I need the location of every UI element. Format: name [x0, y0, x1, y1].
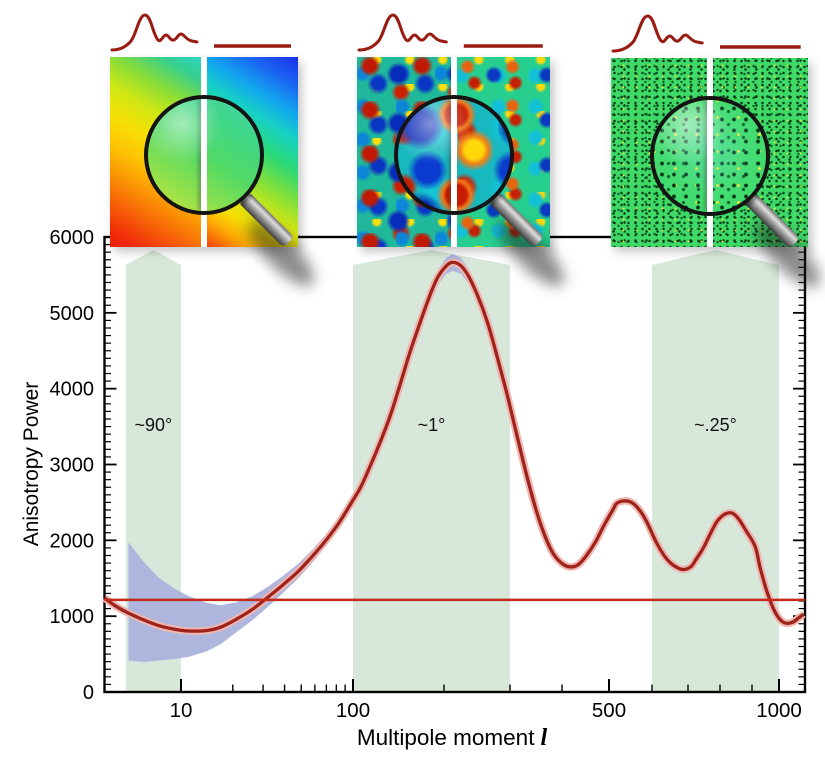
- x-axis-title: Multipole moment l: [357, 725, 547, 752]
- spectrum-sketch-icon: [611, 14, 801, 53]
- y-tick-label: 5000: [50, 303, 95, 325]
- y-tick-label: 3000: [50, 455, 95, 477]
- lens-divider: [706, 100, 713, 212]
- x-tick-label: 500: [592, 699, 626, 722]
- band-label-1: ~1°: [418, 415, 446, 435]
- y-axis-title-text: Anisotropy Power: [20, 381, 43, 547]
- inset-degree-scales: [357, 13, 573, 295]
- inset-large-scales: [110, 13, 323, 295]
- y-axis-title: Anisotropy Power: [20, 382, 44, 547]
- y-tick-label: 6000: [50, 227, 95, 249]
- uncertainty-band: [128, 253, 586, 662]
- y-tick-label: 4000: [50, 379, 95, 401]
- spectrum-sketch-icon: [357, 13, 543, 52]
- lens-divider: [450, 99, 457, 211]
- spectrum-curve: [103, 260, 805, 633]
- y-tick-label: 1000: [50, 606, 95, 628]
- x-axis-title-text: Multipole moment: [356, 725, 535, 750]
- angular-scale-band-2: [652, 250, 779, 691]
- y-tick-label: 0: [83, 682, 94, 704]
- sketch-curve-icon: [110, 13, 199, 52]
- sketch-curve-icon: [611, 14, 704, 53]
- spectrum-sketch-icon: [110, 13, 291, 52]
- x-tick-label: 1000: [756, 699, 802, 722]
- band-label-0: ~90°: [134, 415, 172, 435]
- inset-fine-scales: [611, 14, 825, 296]
- sketch-curve-icon: [357, 13, 448, 52]
- band-label-2: ~.25°: [694, 415, 737, 435]
- x-tick-label: 10: [170, 699, 193, 722]
- lens-divider: [201, 99, 207, 211]
- angular-scale-band-1: [353, 250, 510, 691]
- magnifier-lens-icon: [649, 96, 770, 216]
- multipole-symbol: l: [540, 725, 548, 751]
- magnifier-lens-icon: [144, 95, 264, 215]
- magnifier-lens-icon: [393, 95, 514, 215]
- x-tick-label: 100: [336, 699, 370, 722]
- y-tick-label: 2000: [50, 530, 95, 552]
